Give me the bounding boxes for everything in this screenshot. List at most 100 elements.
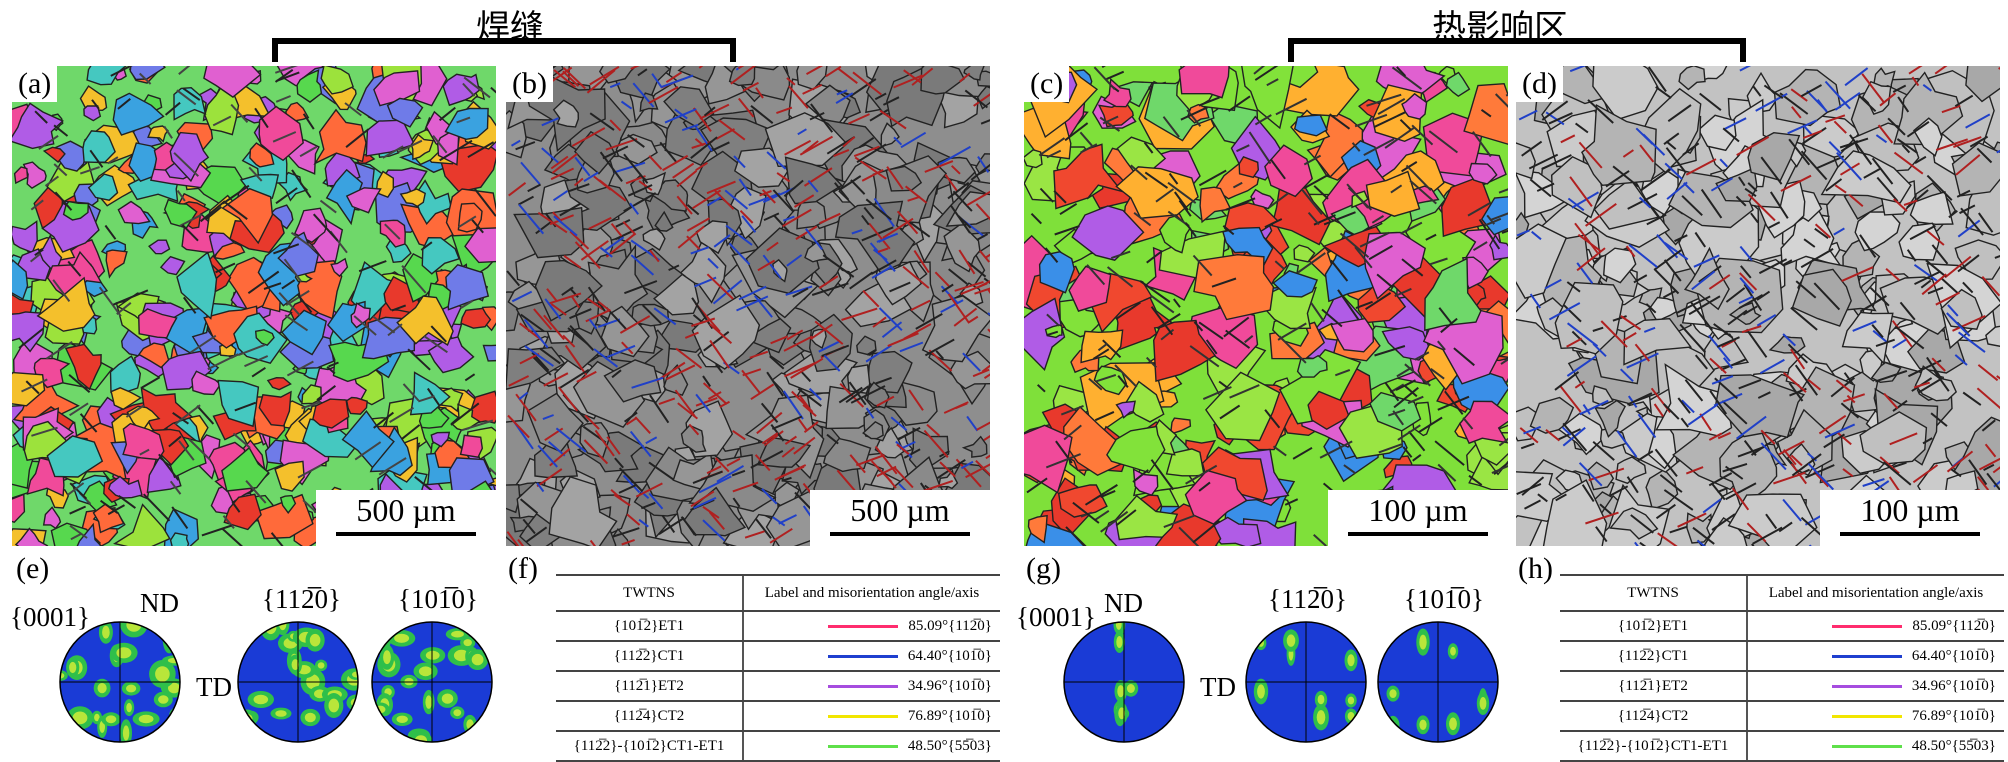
twin-boundary-line [1840,402,1860,419]
twin-boundary-line [1640,167,1673,191]
twin-boundary-line [651,73,663,88]
twin-boundary-line [1205,339,1218,355]
twin-boundary-line [1981,276,2000,297]
twin-boundary-line [1393,386,1419,409]
twin-boundary-line [1371,215,1385,224]
twin-boundary-line [1321,308,1343,328]
scale-text-c: 100 µm [1368,492,1468,528]
twin-boundary-line [1790,306,1818,331]
grain-region [1602,247,1637,284]
grain-region [117,200,151,225]
twin-boundary-line [1760,429,1776,445]
twin-boundary-line [640,501,656,510]
twin-boundary-line [1922,437,1933,445]
twin-boundary-line [695,393,711,413]
grain-region [1264,144,1313,198]
twin-boundary-line [1723,117,1747,131]
twin-boundary-line [1440,317,1458,334]
twin-boundary-line [1782,333,1796,347]
grain-region [203,305,259,349]
panel-label-g: (g) [1026,552,1061,585]
grain-region [1038,251,1075,294]
twin-boundary-line [1935,138,1969,151]
twin-boundary-line [1683,182,1695,194]
twin-boundary-line [1566,322,1599,347]
scale-text-d: 100 µm [1860,492,1960,528]
twin-boundary-line [54,191,73,211]
grain-region [1791,268,1852,327]
twin-boundary-line [1735,195,1747,207]
twin-boundary-line [1731,487,1750,511]
twin-boundary-line [69,482,88,500]
twin-boundary-line [1519,427,1539,444]
twin-boundary-line [1437,395,1470,411]
twin-boundary-line [792,287,809,298]
panel-label-c: (c) [1024,66,1070,102]
grain-region [1250,188,1275,210]
grain-region [1480,196,1508,236]
twin-boundary-line [798,394,812,411]
twin-boundary-line [974,287,990,295]
twin-boundary-line [178,66,191,75]
twin-boundary-line [760,402,779,423]
twin-boundary-line [702,375,712,387]
twin-boundary-line [762,254,782,279]
twin-boundary-line [1437,340,1446,351]
twin-boundary-line [725,224,753,246]
twin-boundary-line [1582,404,1591,415]
twin-boundary-line [690,246,710,255]
twin-boundary-line [893,136,903,146]
twin-boundary-line [278,292,301,316]
pole-figure-graphic [237,621,359,743]
twin-boundary-line [1636,450,1654,462]
twin-boundary-line [1747,182,1758,192]
twin-boundary-line [1363,138,1395,156]
grain-region [1293,114,1328,137]
twin-boundary-line [861,169,884,182]
twin-boundary-line [1802,129,1823,139]
twin-boundary-line [107,156,119,165]
twin-boundary-line [1788,138,1811,166]
twin-boundary-line [1504,380,1508,384]
grain-region [1459,400,1508,445]
twin-boundary-line [207,353,239,371]
twin-boundary-line [868,222,891,250]
twin-boundary-line [959,72,971,83]
twin-boundary-line [695,126,713,152]
twin-boundary-line [738,285,767,301]
twin-boundary-line [1537,493,1548,503]
twin-boundary-line [45,341,73,360]
grain-region [1615,456,1647,485]
twin-boundary-line [1566,281,1581,293]
twin-boundary-line [707,391,722,400]
twin-boundary-line [1958,331,1986,353]
twin-boundary-line [772,214,790,233]
table-f-angle-2: 64.40°{101̅0} [907,647,992,664]
grain-region [46,435,104,478]
twin-boundary-line [527,183,542,193]
table-f-type-4: {112̅4}CT2 [556,701,743,732]
twin-boundary-line [822,254,855,278]
twin-boundary-line [1848,193,1864,208]
twin-boundary-line [1843,372,1855,386]
twin-boundary-line [692,107,712,132]
twin-boundary-line [1839,137,1869,149]
twin-boundary-line [695,161,708,172]
panel-label-a: (a) [12,66,58,102]
twin-boundary-line [1659,474,1683,493]
twin-boundary-line [1063,424,1082,441]
table-h-header-1: TWTNS [1560,574,1747,612]
twin-boundary-line [1337,289,1360,321]
grain-region [112,92,165,136]
twin-boundary-line [1198,169,1227,187]
twin-boundary-line [1946,312,1971,337]
twin-boundary-line [1402,446,1413,458]
twin-boundary-line [1723,357,1733,369]
twin-boundary-line [1430,367,1445,380]
twin-boundary-line [975,459,990,477]
twin-boundary-line [1046,330,1059,337]
grain-region [959,282,984,306]
twin-boundary-line [981,364,990,373]
twin-boundary-line [168,435,182,448]
twin-boundary-line [648,461,675,481]
